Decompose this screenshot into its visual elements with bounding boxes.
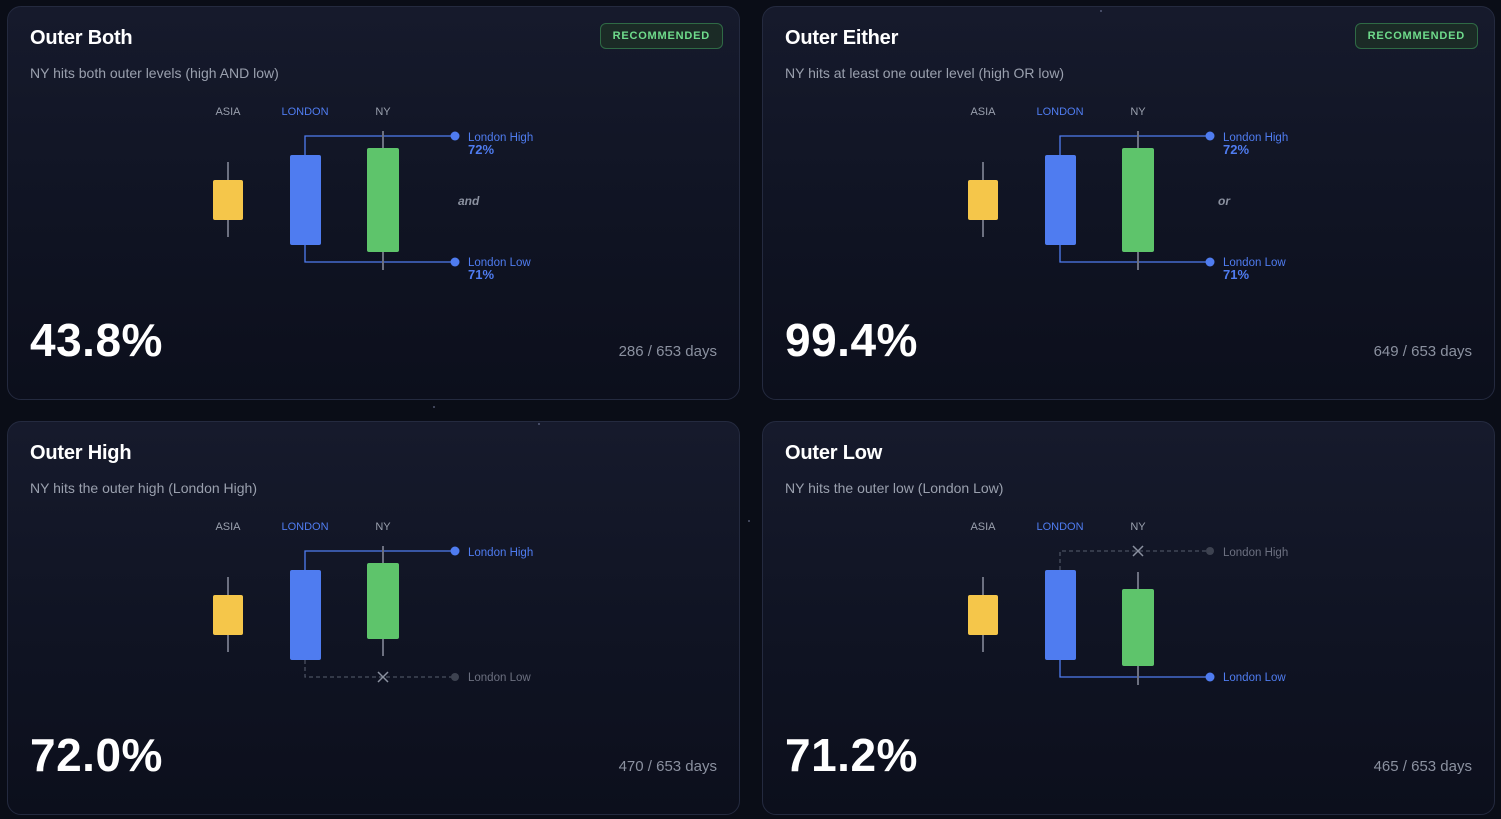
session-label-london: LONDON <box>1036 106 1083 118</box>
card-description: NY hits both outer levels (high AND low) <box>30 65 279 81</box>
low-level-pct: 71% <box>1223 267 1249 282</box>
low-level-line <box>1059 660 1210 678</box>
card-title: Outer Both <box>30 27 133 49</box>
candle-diagram: ASIA LONDON NY London High 72% or London… <box>968 106 1288 282</box>
high-level-label: London High <box>468 547 533 559</box>
asia-candle <box>213 595 243 635</box>
high-level-dot <box>450 546 460 556</box>
low-level-pct: 71% <box>468 267 494 282</box>
low-level-line <box>304 245 455 263</box>
high-level-label: London High <box>468 132 533 144</box>
card-description: NY hits the outer high (London High) <box>30 480 257 496</box>
high-level-line <box>304 135 455 155</box>
session-label-london: LONDON <box>281 521 328 533</box>
low-level-line <box>304 660 455 678</box>
high-level-line <box>1059 135 1210 155</box>
london-candle <box>1045 155 1076 245</box>
low-level-label: London Low <box>1223 257 1286 269</box>
london-candle <box>290 155 321 245</box>
low-level-line <box>1059 245 1210 263</box>
asia-candle <box>213 180 243 220</box>
session-label-asia: ASIA <box>215 106 241 118</box>
background-star <box>538 423 540 425</box>
connector-word: and <box>458 194 480 208</box>
ny-candle <box>1122 589 1154 666</box>
connector-word: or <box>1218 194 1231 208</box>
card-outer-either[interactable]: Outer Either NY hits at least one outer … <box>762 6 1495 400</box>
low-level-dot <box>450 257 460 267</box>
high-level-dot <box>450 131 460 141</box>
card-title: Outer Low <box>785 442 883 464</box>
session-label-ny: NY <box>375 521 391 533</box>
recommended-badge: RECOMMENDED <box>599 23 723 49</box>
session-label-ny: NY <box>1130 521 1146 533</box>
asia-candle <box>968 595 998 635</box>
days-count: 649 / 653 days <box>1373 343 1472 360</box>
session-label-asia: ASIA <box>970 106 996 118</box>
background-star <box>1100 10 1102 12</box>
card-outer-both[interactable]: Outer Both NY hits both outer levels (hi… <box>7 6 740 400</box>
high-level-line <box>304 550 455 570</box>
session-label-ny: NY <box>375 106 391 118</box>
london-candle <box>290 570 321 660</box>
london-candle <box>1045 570 1076 660</box>
days-count: 286 / 653 days <box>618 343 717 360</box>
days-count: 465 / 653 days <box>1373 758 1472 775</box>
ny-candle <box>367 148 399 252</box>
low-level-label: London Low <box>468 257 531 269</box>
session-label-asia: ASIA <box>215 521 241 533</box>
card-description: NY hits at least one outer level (high O… <box>785 65 1065 81</box>
session-label-ny: NY <box>1130 106 1146 118</box>
low-level-dot <box>1205 257 1215 267</box>
background-star <box>748 520 750 522</box>
candle-diagram: ASIA LONDON NY London High 72% and Londo… <box>213 106 533 282</box>
card-description: NY hits the outer low (London Low) <box>785 480 1004 496</box>
asia-candle <box>968 180 998 220</box>
high-level-dot <box>1206 547 1214 555</box>
card-title: Outer Either <box>785 27 899 49</box>
high-level-line <box>1059 550 1210 570</box>
high-level-label: London High <box>1223 547 1288 559</box>
probability-value: 72.0% <box>30 729 163 781</box>
low-level-label: London Low <box>1223 672 1286 684</box>
ny-candle <box>367 563 399 639</box>
miss-x-icon <box>1132 545 1144 557</box>
session-label-asia: ASIA <box>970 521 996 533</box>
session-label-london: LONDON <box>281 106 328 118</box>
candle-diagram: ASIA LONDON NY London High London Low <box>213 521 533 684</box>
candle-diagram: ASIA LONDON NY London High London Low <box>968 521 1288 685</box>
days-count: 470 / 653 days <box>618 758 717 775</box>
recommended-badge: RECOMMENDED <box>1354 23 1478 49</box>
card-outer-high[interactable]: Outer High NY hits the outer high (Londo… <box>7 421 740 815</box>
probability-value: 71.2% <box>785 729 918 781</box>
card-outer-low[interactable]: Outer Low NY hits the outer low (London … <box>762 421 1495 815</box>
ny-candle <box>1122 148 1154 252</box>
low-level-dot <box>1205 672 1215 682</box>
low-level-dot <box>451 673 459 681</box>
high-level-label: London High <box>1223 132 1288 144</box>
high-level-pct: 72% <box>1223 142 1249 157</box>
probability-value: 99.4% <box>785 314 918 366</box>
card-title: Outer High <box>30 442 132 464</box>
high-level-dot <box>1205 131 1215 141</box>
probability-value: 43.8% <box>30 314 163 366</box>
session-label-london: LONDON <box>1036 521 1083 533</box>
miss-x-icon <box>377 671 389 683</box>
low-level-label: London Low <box>468 672 531 684</box>
background-star <box>433 406 435 408</box>
high-level-pct: 72% <box>468 142 494 157</box>
